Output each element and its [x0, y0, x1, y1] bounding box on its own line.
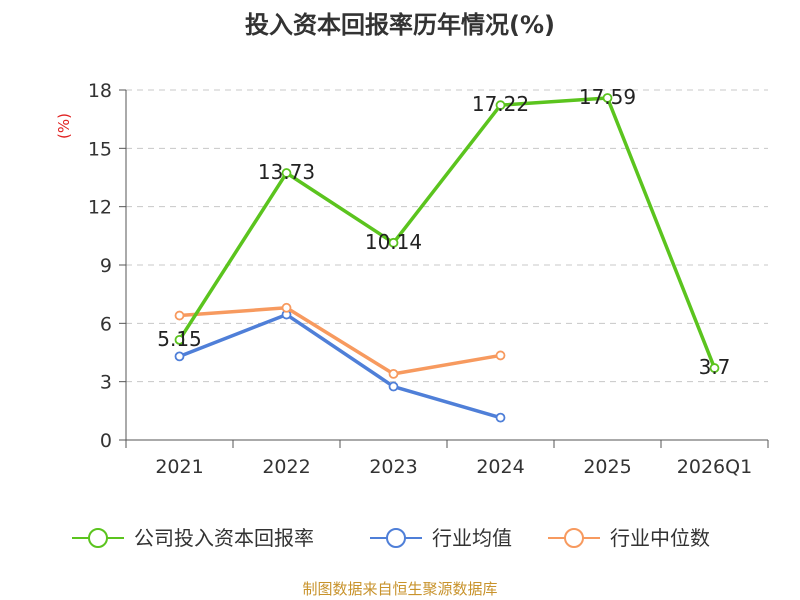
data-label: 3.7 — [699, 355, 731, 379]
data-label: 13.73 — [258, 160, 315, 184]
data-point[interactable] — [174, 334, 185, 345]
series-line — [177, 306, 503, 376]
x-tick-label: 2026Q1 — [677, 456, 752, 478]
legend-marker — [88, 528, 108, 548]
series-line — [177, 312, 503, 420]
y-tick-label: 0 — [100, 430, 112, 452]
legend-item[interactable]: 行业均值 — [370, 526, 512, 550]
chart-title: 投入资本回报率历年情况(%) — [245, 11, 555, 39]
data-point[interactable] — [174, 310, 185, 321]
x-tick-label: 2021 — [155, 456, 203, 478]
data-point[interactable] — [495, 100, 506, 111]
x-tick-label: 2024 — [476, 456, 524, 478]
series-lines — [174, 93, 720, 423]
legend-label: 行业中位数 — [610, 526, 710, 550]
x-tick-label: 2023 — [369, 456, 417, 478]
data-point[interactable] — [388, 368, 399, 379]
legend-marker — [386, 528, 406, 548]
y-tick-label: 9 — [100, 255, 112, 277]
legend-item[interactable]: 公司投入资本回报率 — [72, 526, 314, 550]
data-labels: 5.15 13.73 10.14 17.22 17.59 3.7 — [157, 85, 730, 379]
data-point[interactable] — [281, 302, 292, 313]
y-axis-label: (%) — [55, 113, 73, 139]
data-label: 17.22 — [472, 92, 529, 116]
y-tick-label: 18 — [88, 80, 112, 102]
data-point[interactable] — [495, 350, 506, 361]
data-point[interactable] — [495, 412, 506, 423]
data-point[interactable] — [281, 168, 292, 178]
source-note: 制图数据来自恒生聚源数据库 — [302, 580, 497, 598]
data-label: 10.14 — [365, 230, 422, 254]
y-tick-label: 6 — [100, 313, 112, 335]
y-tick-label: 12 — [88, 197, 112, 219]
x-tick-label: 2025 — [583, 456, 631, 478]
legend-item[interactable]: 行业中位数 — [548, 526, 710, 550]
grid-lines — [126, 89, 768, 383]
data-label: 17.59 — [579, 85, 636, 109]
x-tick-label: 2022 — [262, 456, 310, 478]
y-tick-label: 15 — [88, 138, 112, 160]
data-point[interactable] — [388, 381, 399, 392]
data-point[interactable] — [174, 351, 185, 362]
y-tick-label: 3 — [100, 372, 112, 394]
axes: 0 3 6 9 12 15 18 2021 2022 2023 2024 2025 2026Q1 — [88, 80, 769, 478]
legend-label: 行业均值 — [432, 526, 512, 550]
data-point[interactable] — [602, 93, 613, 103]
series-line — [177, 96, 717, 370]
legend[interactable]: 公司投入资本回报率 行业均值 行业中位数 — [72, 526, 710, 550]
legend-label: 公司投入资本回报率 — [134, 526, 314, 550]
data-point[interactable] — [709, 363, 720, 373]
data-point[interactable] — [388, 237, 399, 248]
data-label: 5.15 — [157, 327, 202, 351]
legend-marker — [564, 528, 584, 548]
